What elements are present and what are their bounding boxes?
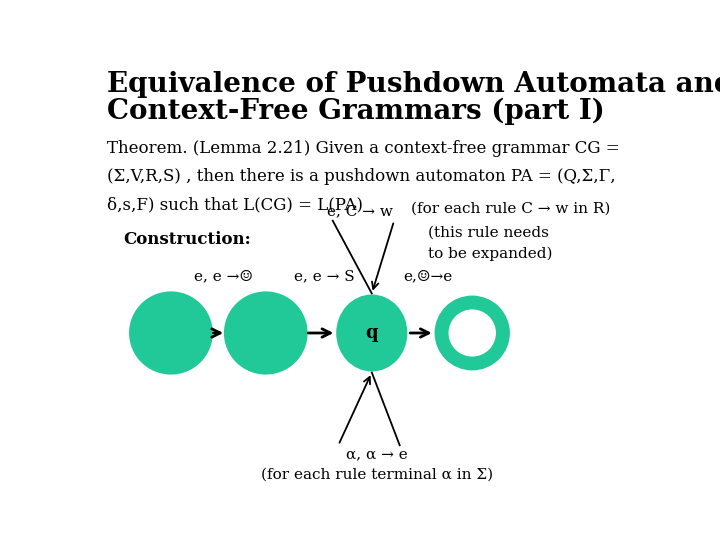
Text: Context-Free Grammars (part I): Context-Free Grammars (part I) [107, 98, 605, 125]
Ellipse shape [224, 292, 307, 375]
Ellipse shape [336, 294, 408, 372]
Text: Theorem. (Lemma 2.21) Given a context-free grammar CG =: Theorem. (Lemma 2.21) Given a context-fr… [107, 140, 619, 157]
Text: e,☺→e: e,☺→e [403, 269, 452, 283]
Text: q: q [366, 324, 378, 342]
Text: e, e →☺: e, e →☺ [194, 269, 253, 283]
Text: to be expanded): to be expanded) [428, 247, 552, 261]
Text: (for each rule C → w in R): (for each rule C → w in R) [411, 202, 611, 216]
Text: (this rule needs: (this rule needs [428, 226, 549, 240]
Text: (Σ,V,R,S) , then there is a pushdown automaton PA = (Q,Σ,Γ,: (Σ,V,R,S) , then there is a pushdown aut… [107, 168, 616, 185]
Text: δ,s,F) such that L(CG) = L(PA): δ,s,F) such that L(CG) = L(PA) [107, 196, 363, 213]
Text: α, α → e: α, α → e [346, 447, 408, 461]
Text: Equivalence of Pushdown Automata and: Equivalence of Pushdown Automata and [107, 71, 720, 98]
Ellipse shape [447, 308, 498, 358]
Text: e, e → S: e, e → S [294, 269, 355, 283]
Ellipse shape [435, 295, 510, 370]
Text: e, C → w: e, C → w [327, 205, 393, 219]
Text: (for each rule terminal α in Σ): (for each rule terminal α in Σ) [261, 468, 493, 482]
Text: Construction:: Construction: [124, 231, 251, 248]
Ellipse shape [129, 292, 213, 375]
